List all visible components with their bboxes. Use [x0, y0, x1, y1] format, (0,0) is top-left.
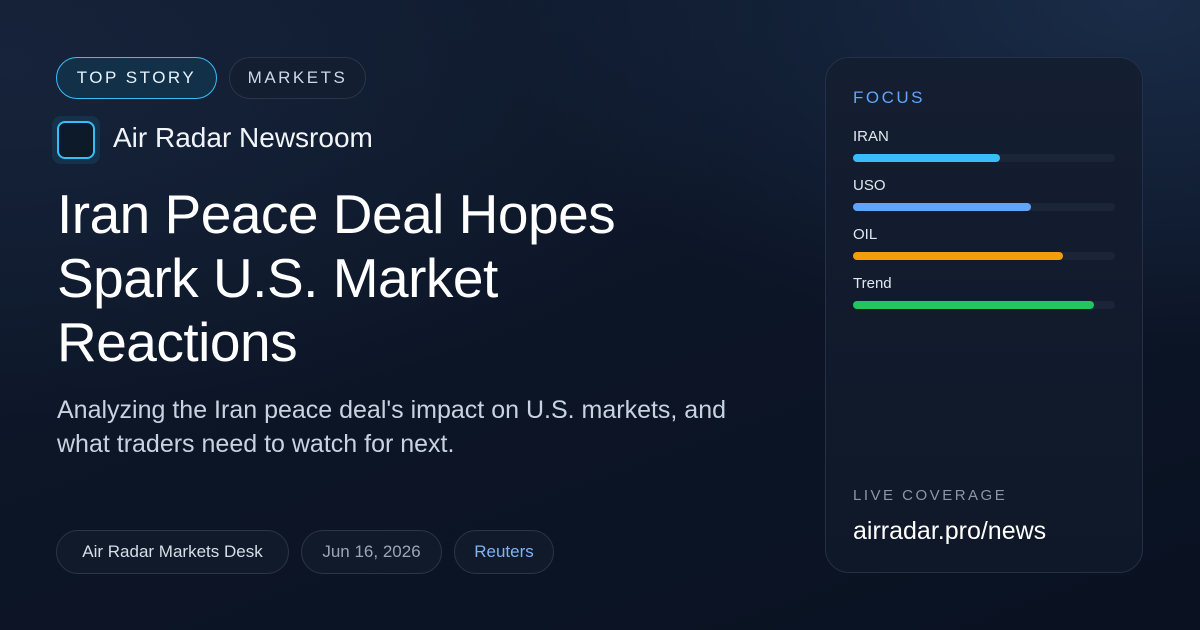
logo: [52, 116, 100, 164]
focus-label: IRAN: [853, 128, 889, 145]
focus-title: FOCUS: [853, 88, 925, 107]
focus-panel: FOCUS LIVE COVERAGE airradar.pro/news IR…: [825, 57, 1143, 573]
summary: Analyzing the Iran peace deal's impact o…: [57, 396, 727, 458]
focus-label: OIL: [853, 226, 878, 243]
tag[interactable]: MARKETS: [229, 57, 366, 99]
focus-bar: [853, 203, 1032, 211]
focus-track: [853, 301, 1115, 309]
focus-track: [853, 203, 1115, 211]
brand: Air Radar Newsroom: [113, 122, 373, 153]
date: Jun 16, 2026: [301, 530, 442, 574]
focus-bar: [853, 154, 1000, 162]
focus-label: Trend: [853, 275, 892, 292]
headline: Iran Peace Deal Hopes Spark U.S. Market …: [57, 183, 616, 373]
focus-bar: [853, 301, 1095, 309]
focus-label: USO: [853, 177, 886, 194]
focus-bar: [853, 252, 1063, 260]
footer-url[interactable]: airradar.pro/news: [853, 517, 1047, 545]
focus-track: [853, 154, 1115, 162]
source[interactable]: Reuters: [454, 530, 554, 574]
author: Air Radar Markets Desk: [56, 530, 289, 574]
focus-track: [853, 252, 1115, 260]
tag[interactable]: TOP STORY: [56, 57, 217, 99]
footer-kicker: LIVE COVERAGE: [853, 487, 1008, 504]
